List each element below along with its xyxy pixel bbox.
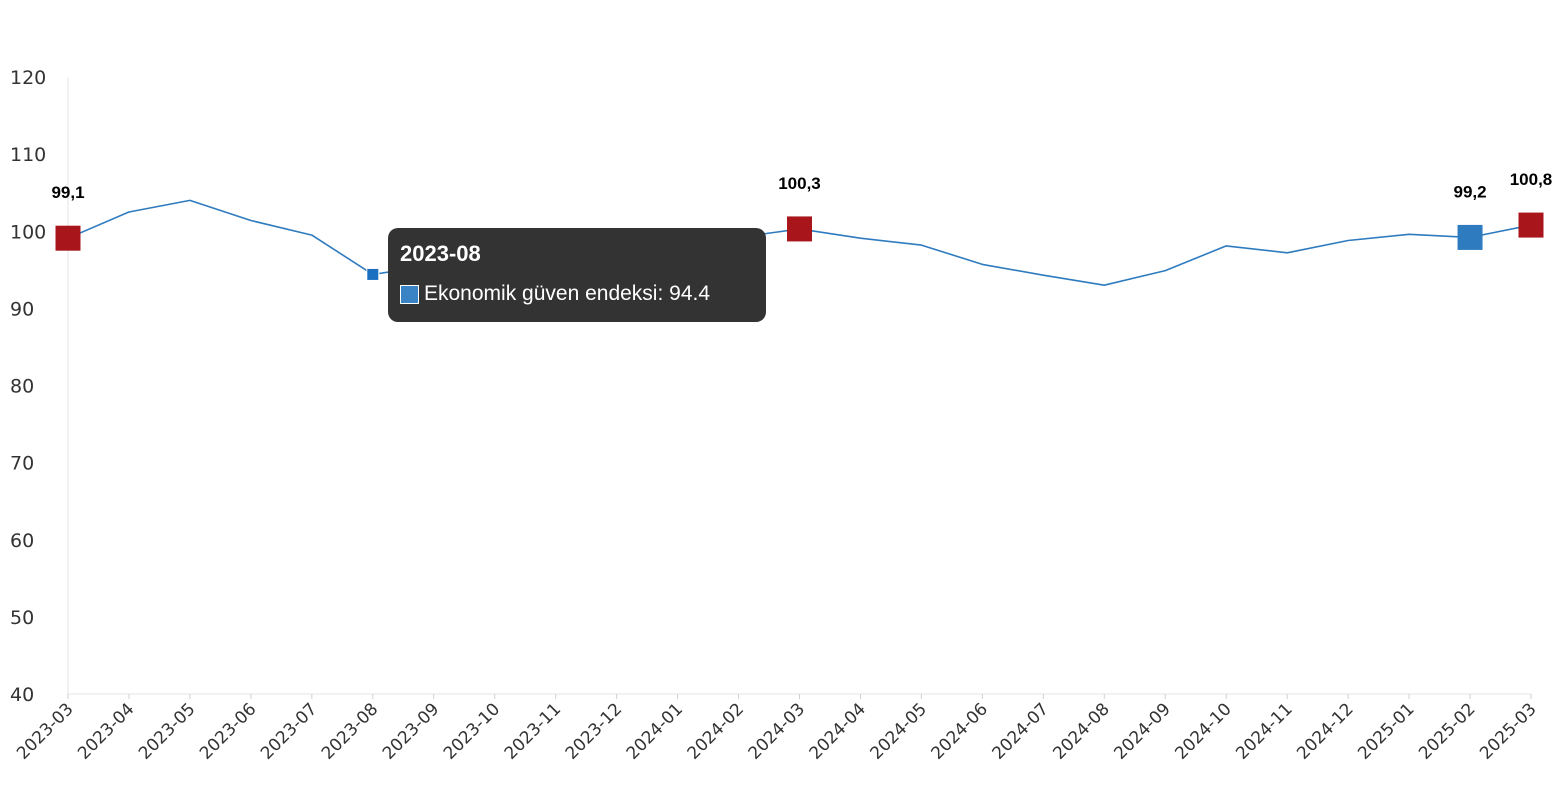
x-tick-label: 2023-04 [74, 699, 138, 763]
hover-point-marker [366, 267, 380, 281]
y-tick-label: 90 [10, 298, 34, 320]
tooltip-row: Ekonomik güven endeksi: 94.4 [400, 276, 754, 312]
x-tick-label: 2025-03 [1476, 699, 1540, 763]
y-tick-label: 40 [10, 684, 34, 706]
highlight-marker [1457, 224, 1483, 250]
series-group [55, 199, 1544, 287]
x-tick-label: 2024-12 [1293, 699, 1357, 763]
x-tick-label: 2024-10 [1171, 699, 1235, 763]
data-label: 99,1 [51, 183, 84, 202]
y-tick-label: 60 [10, 530, 34, 552]
x-tick-label: 2023-05 [135, 699, 199, 763]
x-tick-label: 2024-11 [1232, 699, 1296, 763]
tooltip-swatch [400, 284, 419, 304]
data-labels: 99,1 100,3 99,2 100,8 [51, 170, 1552, 202]
x-tick-label: 2024-07 [989, 699, 1053, 763]
tooltip-series-label: Ekonomik güven endeksi: 94.4 [424, 282, 711, 305]
x-tick-label: 2024-01 [623, 699, 687, 763]
x-tick-label: 2024-04 [806, 699, 870, 763]
x-tick-label: 2023-08 [318, 699, 382, 763]
x-tick-label: 2024-02 [684, 699, 748, 763]
x-tick-label: 2023-12 [562, 699, 626, 763]
x-tick-label: 2025-02 [1415, 699, 1479, 763]
data-label: 99,2 [1453, 182, 1486, 201]
y-axis: 40 50 60 70 80 90 100 110 120 [10, 67, 69, 706]
x-tick-label: 2023-10 [440, 699, 504, 763]
x-tick-label: 2025-01 [1354, 699, 1418, 763]
y-tick-label: 80 [10, 376, 34, 398]
x-tick-label: 2023-09 [379, 699, 443, 763]
x-tick-label: 2023-11 [501, 699, 565, 763]
x-tick-label: 2024-03 [745, 699, 809, 763]
y-tick-label: 70 [10, 453, 34, 475]
x-tick-label: 2024-08 [1049, 699, 1113, 763]
x-axis: 2023-032023-042023-052023-062023-072023-… [13, 693, 1541, 764]
data-label: 100,8 [1510, 170, 1553, 189]
x-tick-label: 2024-05 [867, 699, 931, 763]
y-tick-label: 120 [10, 67, 46, 89]
x-tick-label: 2023-06 [196, 699, 260, 763]
series-line [67, 199, 1532, 287]
highlight-marker [787, 216, 812, 242]
x-tick-label: 2023-07 [257, 699, 321, 763]
x-tick-label: 2024-09 [1110, 699, 1174, 763]
chart-tooltip: 2023-08 Ekonomik güven endeksi: 94.4 [388, 228, 766, 322]
x-tick-label: 2024-06 [928, 699, 992, 763]
x-tick-label: 2023-03 [13, 699, 77, 763]
y-tick-label: 50 [10, 607, 34, 629]
data-label: 100,3 [778, 174, 821, 193]
highlight-marker [1518, 212, 1544, 238]
y-tick-label: 110 [10, 144, 46, 166]
tooltip-title: 2023-08 [400, 241, 481, 266]
y-tick-label: 100 [10, 221, 46, 243]
highlight-marker [55, 225, 81, 251]
